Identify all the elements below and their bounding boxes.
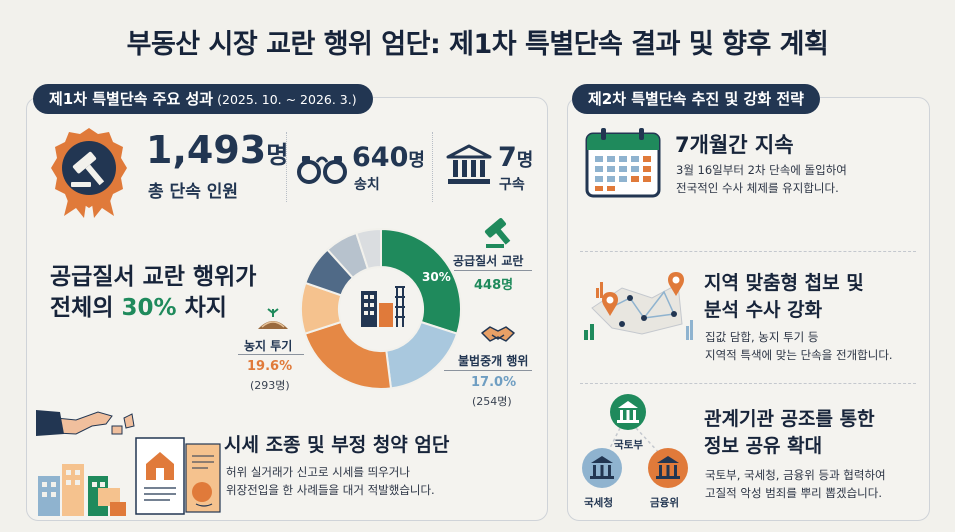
- segment-farmland-pct: 19.6%: [247, 359, 293, 374]
- referred-label: 송치: [354, 177, 380, 193]
- highlight-pct: 30%: [121, 295, 177, 321]
- stat-divider: [286, 132, 287, 202]
- agency-fsc-label: 금융위: [650, 497, 679, 509]
- strategy-1-title: 7개월간 지속: [675, 133, 794, 157]
- handshake-icon: [481, 326, 515, 342]
- donut-segment-farmland: [303, 320, 393, 390]
- left-tag-label: 제1차 특별단속 주요 성과: [49, 90, 214, 108]
- segment-broker-underline: [444, 370, 532, 371]
- handcuffs-icon: [297, 156, 347, 184]
- agency-nts-label: 국세청: [584, 497, 613, 509]
- donut-segment-broker: [385, 320, 459, 390]
- segment-farmland-count: (293명): [250, 379, 290, 392]
- page-title: 부동산 시장 교란 행위 엄단: 제1차 특별단속 결과 및 향후 계획: [126, 29, 829, 60]
- bottom-left-desc-1: 허위 실거래가 신고로 시세를 띄우거나: [226, 465, 410, 479]
- detained-number: 7: [498, 142, 517, 173]
- strategy-3-title-2: 정보 공유 확대: [704, 435, 823, 457]
- strategy-1-desc-2: 전국적인 수사 체제를 유지합니다.: [676, 181, 839, 195]
- highlight-line2-post: 차지: [176, 295, 227, 321]
- referred-unit: 명: [408, 150, 425, 171]
- segment-supply-count: 448명: [474, 278, 514, 293]
- map-pin-network-icon: [584, 272, 693, 340]
- gavel-icon: [484, 218, 511, 248]
- calendar-icon: [585, 128, 661, 198]
- donut-segment-other-4: [355, 227, 382, 271]
- buildings-icon: [361, 286, 405, 327]
- violation-donut-chart: [300, 227, 462, 390]
- segment-supply-label: 공급질서 교란: [453, 254, 524, 268]
- right-panel-tag: 제2차 특별단속 추진 및 강화 전략: [572, 84, 820, 114]
- strategy-2-title-1: 지역 맞춤형 첩보 및: [704, 272, 864, 294]
- segment-supply-underline: [454, 270, 532, 271]
- agency-molit-label: 국토부: [614, 439, 643, 451]
- right-divider-1: [580, 251, 916, 252]
- segment-farmland-label: 농지 투기: [244, 339, 293, 353]
- detained-value: 7명: [498, 142, 533, 177]
- gavel-badge-icon: [51, 128, 127, 218]
- strategy-2-title-2: 분석 수사 강화: [704, 299, 823, 321]
- total-arrests-number: 1,493: [146, 128, 267, 172]
- segment-broker-count: (254명): [472, 395, 512, 408]
- strategy-2-desc-1: 집값 담합, 농지 투기 등: [705, 330, 819, 344]
- segment-broker-label: 불법중개 행위: [458, 354, 529, 368]
- left-panel-tag: 제1차 특별단속 주요 성과 (2025. 10. ~ 2026. 3.): [33, 84, 373, 114]
- strategy-2-desc-2: 지역적 특색에 맞는 단속을 전개합니다.: [705, 348, 893, 362]
- strategy-3-desc-2: 고질적 악성 범죄를 뿌리 뽑겠습니다.: [705, 486, 882, 500]
- total-arrests-unit: 명: [266, 141, 289, 169]
- referred-value: 640명: [352, 142, 425, 177]
- strategy-2-title: 지역 맞춤형 첩보 및 분석 수사 강화: [704, 270, 864, 324]
- highlight-line1: 공급질서 교란 행위가: [50, 264, 257, 290]
- strategy-3-desc-1: 국토부, 국세청, 금융위 등과 협력하여: [705, 468, 886, 482]
- total-arrests-label: 총 단속 인원: [148, 182, 239, 202]
- donut-segment-supply: [380, 227, 462, 335]
- right-divider-2: [580, 383, 916, 384]
- highlight-line2: 전체의 30% 차지: [50, 293, 256, 324]
- detained-label: 구속: [499, 177, 525, 193]
- donut-center-pct: 30%: [422, 270, 451, 284]
- strategy-3-title: 관계기관 공조를 통한 정보 공유 확대: [704, 406, 875, 460]
- referred-number: 640: [352, 142, 409, 173]
- segment-broker-pct: 17.0%: [471, 375, 517, 390]
- strategy-3-title-1: 관계기관 공조를 통한: [704, 408, 875, 430]
- detained-unit: 명: [516, 150, 534, 171]
- highlight-line2-pre: 전체의: [50, 295, 122, 321]
- strategy-1-desc-1: 3월 16일부터 2차 단속에 돌입하여: [676, 163, 847, 177]
- courthouse-icon: [446, 144, 492, 184]
- left-tag-period: (2025. 10. ~ 2026. 3.): [217, 92, 357, 107]
- stat-divider: [432, 132, 433, 202]
- market-manipulation-illustration: [36, 410, 221, 516]
- total-arrests-value: 1,493명: [146, 128, 288, 177]
- segment-farmland-underline: [238, 354, 304, 355]
- farmland-icon: [258, 308, 288, 329]
- agencies-icon: [582, 394, 688, 488]
- highlight-heading: 공급질서 교란 행위가 전체의 30% 차지: [50, 262, 256, 324]
- bottom-left-desc-2: 위장전입을 한 사례들을 대거 적발했습니다.: [226, 483, 435, 497]
- bottom-left-title: 시세 조종 및 부정 청약 엄단: [224, 434, 450, 456]
